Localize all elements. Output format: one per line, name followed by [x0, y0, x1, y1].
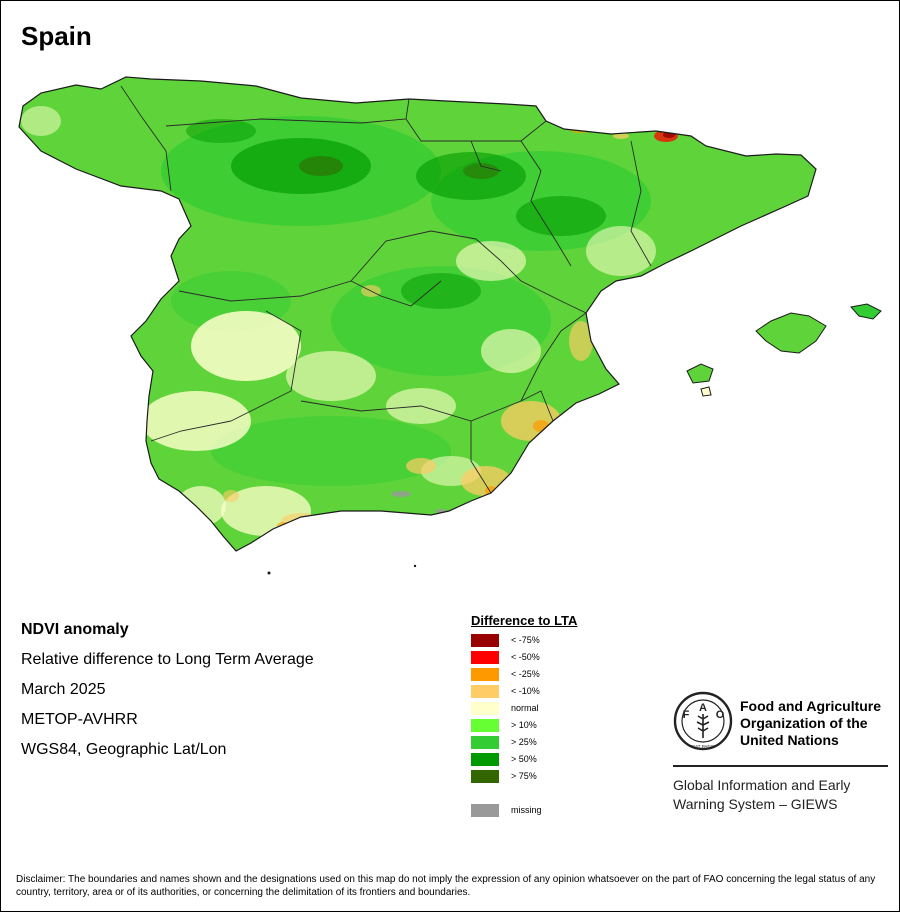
legend-swatch	[471, 651, 499, 664]
giews-line: Warning System – GIEWS	[673, 796, 838, 812]
fao-letter-a: A	[699, 702, 707, 714]
legend-title: Difference to LTA	[471, 613, 578, 628]
product-description: Relative difference to Long Term Average	[21, 651, 314, 668]
org-name: Food and Agriculture Organization of the…	[740, 698, 881, 749]
legend-swatch	[471, 634, 499, 647]
anomaly-patches	[21, 106, 678, 536]
legend-label: > 75%	[511, 771, 537, 781]
projection: WGS84, Geographic Lat/Lon	[21, 741, 227, 758]
legend-item: > 25%	[471, 735, 631, 752]
giews-line: Global Information and Early	[673, 777, 851, 793]
legend-swatch	[471, 685, 499, 698]
legend-swatch	[471, 668, 499, 681]
map-title: Spain	[21, 21, 92, 51]
legend: Difference to LTA < -75% < -50% < -25% <…	[471, 613, 631, 820]
ndvi-map	[18, 76, 882, 575]
legend-item: normal	[471, 701, 631, 718]
legend-item: < -25%	[471, 667, 631, 684]
org-divider	[673, 765, 888, 767]
disclaimer: Disclaimer: The boundaries and names sho…	[16, 874, 876, 898]
legend-label: > 10%	[511, 720, 537, 730]
coastline	[18, 76, 817, 552]
legend-item: < -75%	[471, 633, 631, 650]
legend-item: > 75%	[471, 769, 631, 786]
legend-item: > 50%	[471, 752, 631, 769]
org-name-line: Organization of the	[740, 715, 868, 731]
fao-motto: FIAT PANIS	[691, 744, 715, 749]
fao-letter-f: F	[683, 709, 690, 721]
map-info: NDVI anomaly Relative difference to Long…	[21, 619, 314, 769]
map-period: March 2025	[21, 681, 106, 698]
data-source: METOP-AVHRR	[21, 711, 138, 728]
legend-label: normal	[511, 703, 539, 713]
legend-swatch-missing	[471, 804, 499, 817]
legend-label: < -75%	[511, 635, 540, 645]
legend-label: missing	[511, 805, 542, 815]
legend-item: > 10%	[471, 718, 631, 735]
balearic-islands	[686, 303, 882, 397]
legend-label: < -50%	[511, 652, 540, 662]
legend-item: < -50%	[471, 650, 631, 667]
legend-item-missing: missing	[471, 803, 631, 820]
org-name-line: United Nations	[740, 732, 839, 748]
fao-letter-o: O	[716, 709, 725, 721]
region-borders	[120, 85, 652, 494]
legend-swatch	[471, 736, 499, 749]
small-islets	[267, 564, 417, 575]
org-name-line: Food and Agriculture	[740, 698, 882, 714]
fao-logo-icon: F A O FIAT PANIS	[673, 691, 733, 751]
product-name: NDVI anomaly	[21, 621, 129, 638]
legend-label: > 50%	[511, 754, 537, 764]
legend-swatch	[471, 753, 499, 766]
legend-swatch	[471, 719, 499, 732]
giews-name: Global Information and Early Warning Sys…	[673, 776, 850, 814]
legend-label: < -10%	[511, 686, 540, 696]
legend-label: < -25%	[511, 669, 540, 679]
legend-item: < -10%	[471, 684, 631, 701]
legend-swatch	[471, 702, 499, 715]
legend-swatch	[471, 770, 499, 783]
legend-label: > 25%	[511, 737, 537, 747]
